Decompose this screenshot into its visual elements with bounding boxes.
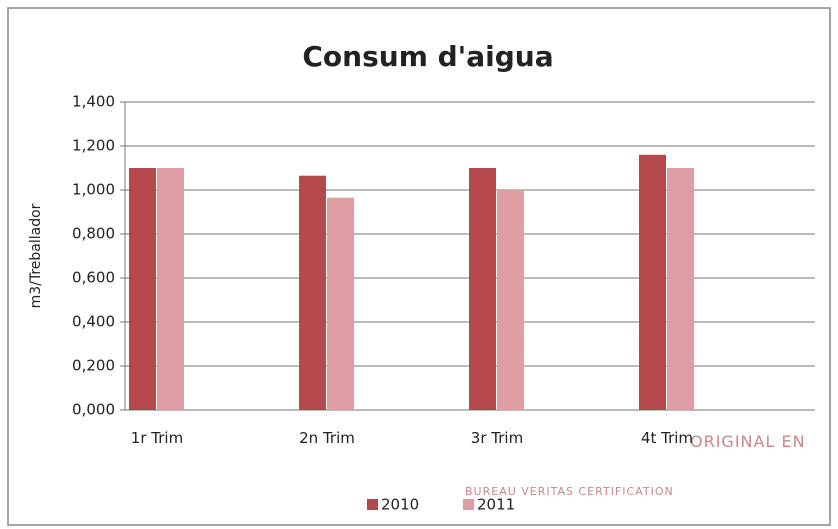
stamp-text: BUREAU VERITAS CERTIFICATION: [465, 485, 674, 498]
y-axis-label: m3/Treballador: [28, 203, 44, 308]
y-tick-label: 1,400: [72, 93, 115, 111]
chart-title: Consum d'aigua: [302, 40, 553, 73]
bar: [327, 197, 354, 410]
bar: [667, 168, 694, 410]
bar: [497, 190, 524, 410]
legend-label: 2011: [477, 496, 515, 514]
x-tick-label: 1r Trim: [130, 429, 184, 447]
y-tick-label: 1,000: [72, 181, 115, 199]
y-tick-label: 0,800: [72, 225, 115, 243]
legend-swatch: [463, 499, 474, 510]
y-tick-label: 0,000: [72, 401, 115, 419]
x-tick-label: 4t Trim: [640, 429, 694, 447]
y-tick-label: 0,600: [72, 269, 115, 287]
bar: [299, 175, 326, 410]
bar: [639, 154, 666, 410]
legend-label: 2010: [381, 496, 419, 514]
x-tick-label: 3r Trim: [470, 429, 524, 447]
bar: [469, 168, 496, 410]
y-tick-label: 0,400: [72, 313, 115, 331]
y-tick-label: 1,200: [72, 137, 115, 155]
bar: [157, 168, 184, 410]
legend-swatch: [367, 499, 378, 510]
bar: [129, 168, 156, 410]
stamp-text: ORIGINAL EN: [690, 432, 806, 451]
y-tick-label: 0,200: [72, 357, 115, 375]
x-tick-label: 2n Trim: [299, 429, 355, 447]
